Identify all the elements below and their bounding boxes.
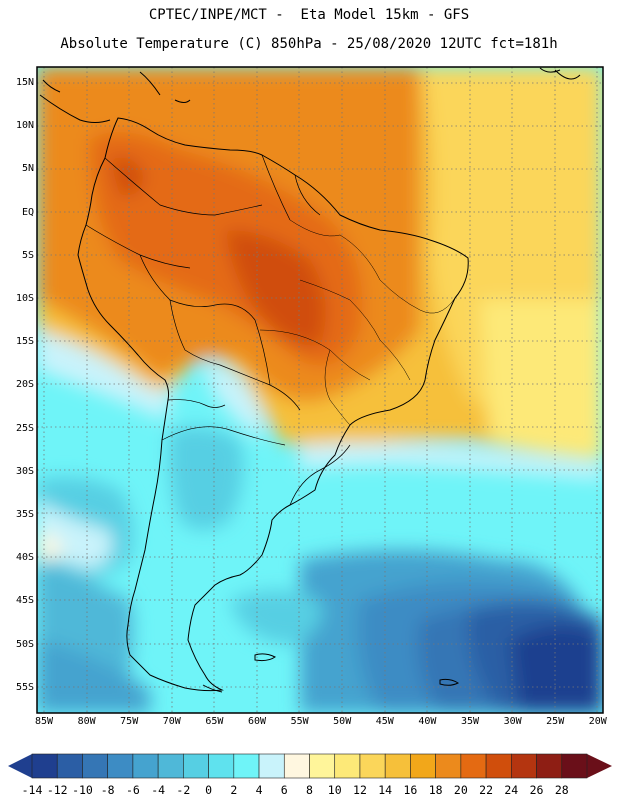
colorbar-label: 20 — [453, 783, 468, 797]
colorbar-swatch — [485, 753, 512, 779]
lon-label: 20W — [588, 716, 607, 727]
lon-label: 55W — [290, 716, 309, 727]
colorbar-label: 0 — [205, 783, 213, 797]
colorbar-swatch — [536, 753, 563, 779]
lat-label: 40S — [15, 552, 34, 564]
colorbar-label: 4 — [255, 783, 263, 797]
chart-title-line2: Absolute Temperature (C) 850hPa - 25/08/… — [60, 36, 558, 52]
colorbar-swatch — [435, 753, 462, 779]
lon-label: 75W — [120, 716, 139, 727]
state-borders — [259, 219, 456, 426]
lat-label: 10S — [15, 293, 34, 304]
colorbar-min-arrow — [8, 754, 32, 778]
lon-label: 85W — [34, 716, 54, 727]
colorbar-swatch — [208, 753, 235, 779]
lon-label: 70W — [162, 716, 181, 727]
colorbar-label: 10 — [327, 783, 342, 797]
colorbar-label: -12 — [46, 783, 68, 797]
colorbar-swatch — [283, 753, 310, 779]
colorbar-label: 16 — [403, 783, 418, 797]
colorbar-swatch — [561, 753, 588, 779]
colorbar-label: -2 — [176, 783, 191, 797]
lat-label: 45S — [15, 595, 34, 607]
colorbar-swatch — [233, 753, 260, 779]
lon-label: 40W — [418, 716, 437, 727]
lat-label: 35S — [15, 509, 34, 520]
colorbar-swatch — [132, 753, 159, 779]
lon-label: 60W — [247, 716, 267, 727]
colorbar-swatch — [384, 753, 411, 779]
colorbar-swatch — [309, 753, 336, 779]
lat-label: EQ — [21, 206, 34, 218]
colorbar-swatch — [258, 753, 285, 779]
coastlines — [39, 67, 581, 693]
chart-title-line1: CPTEC/INPE/MCT - Eta Model 15km - GFS — [148, 7, 470, 23]
colorbar-swatch — [511, 753, 537, 779]
colorbar-swatch — [183, 753, 209, 779]
colorbar-label: 2 — [230, 783, 238, 797]
colorbar-label: 8 — [306, 783, 313, 797]
colorbar-label: -4 — [151, 783, 166, 797]
lat-label: 30S — [15, 465, 34, 477]
colorbar-label: -8 — [100, 783, 115, 797]
colorbar-label: 22 — [479, 783, 493, 797]
colorbar-label: 18 — [428, 783, 443, 797]
lat-label: 55S — [15, 681, 34, 693]
colorbar-label: -10 — [72, 783, 93, 797]
colorbar-label: 28 — [554, 783, 569, 797]
lon-label: 25W — [546, 716, 565, 727]
colorbar-swatch — [410, 753, 436, 779]
colorbar — [8, 753, 612, 779]
lat-label: 10N — [15, 120, 34, 132]
colorbar-swatch — [157, 753, 184, 779]
lon-label: 35W — [460, 716, 480, 727]
lat-label: 25S — [15, 422, 34, 434]
colorbar-swatch — [460, 753, 487, 779]
colorbar-label: -14 — [21, 783, 43, 797]
colorbar-label: 26 — [529, 783, 544, 797]
colorbar-max-arrow — [587, 754, 612, 778]
colorbar-label: -6 — [125, 783, 140, 797]
colorbar-swatch — [107, 753, 134, 779]
colorbar-label: 6 — [280, 783, 288, 797]
colorbar-swatch — [359, 753, 386, 779]
colorbar-label: 12 — [353, 783, 367, 797]
lon-label: 30W — [503, 716, 522, 727]
lon-label: 65W — [205, 716, 224, 727]
temperature-field — [37, 67, 603, 713]
lat-label: 5N — [21, 163, 34, 175]
lat-label: 50S — [15, 638, 34, 650]
lon-label: 80W — [77, 716, 96, 727]
lat-label: 15N — [15, 77, 34, 88]
lat-label: 5S — [21, 249, 34, 261]
colorbar-label: 14 — [378, 783, 393, 797]
map-frame — [36, 66, 604, 714]
colorbar-swatch — [82, 753, 108, 779]
colorbar-swatch — [31, 753, 58, 779]
colorbar-swatch — [56, 753, 83, 779]
lat-label: 20S — [15, 379, 34, 391]
lon-label: 50W — [333, 716, 352, 727]
country-borders — [85, 154, 351, 506]
colorbar-label: 24 — [504, 783, 519, 797]
colorbar-swatch — [334, 753, 361, 779]
lon-label: 45W — [375, 716, 394, 727]
lat-label: 15S — [15, 336, 34, 348]
